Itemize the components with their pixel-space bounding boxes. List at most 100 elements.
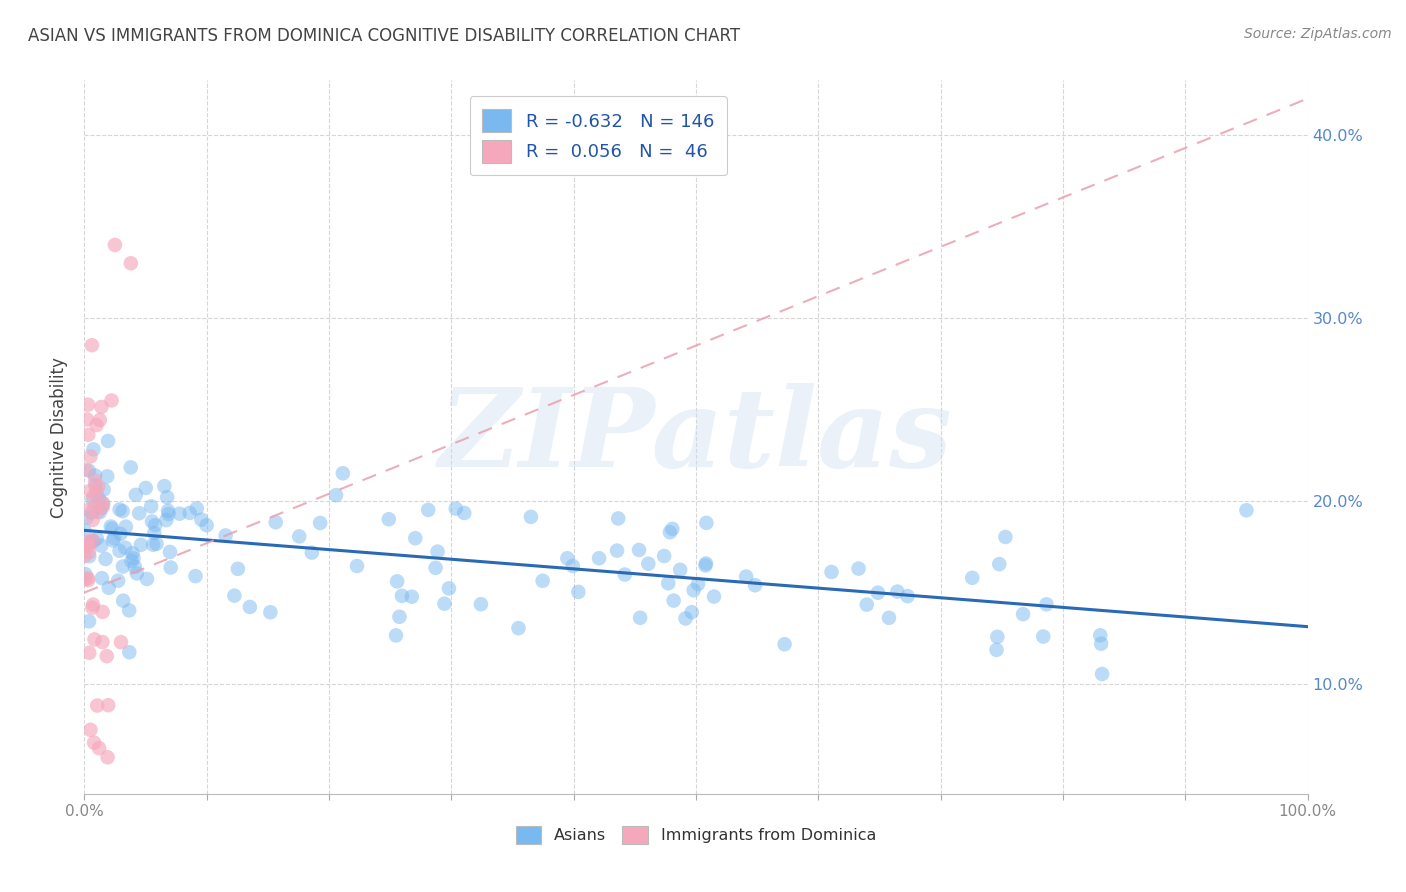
Point	[426, 544, 449, 558]
Point	[606, 543, 628, 558]
Point	[404, 531, 426, 545]
Point	[388, 609, 411, 624]
Point	[97, 750, 120, 764]
Point	[994, 530, 1017, 544]
Point	[686, 577, 709, 591]
Point	[76, 537, 98, 551]
Point	[87, 741, 110, 756]
Point	[77, 398, 100, 412]
Point	[259, 605, 281, 619]
Point	[877, 611, 900, 625]
Point	[82, 534, 104, 549]
Point	[301, 546, 323, 560]
Point	[129, 538, 152, 552]
Point	[91, 496, 114, 510]
Point	[385, 574, 408, 589]
Point	[744, 578, 766, 592]
Y-axis label: Cognitive Disability: Cognitive Disability	[49, 357, 67, 517]
Point	[91, 605, 114, 619]
Point	[142, 538, 165, 552]
Point	[437, 582, 460, 596]
Point	[101, 522, 124, 536]
Point	[90, 571, 112, 585]
Point	[86, 483, 108, 498]
Point	[425, 561, 447, 575]
Point	[1032, 630, 1054, 644]
Point	[628, 611, 651, 625]
Point	[97, 434, 120, 448]
Point	[120, 256, 142, 270]
Point	[91, 500, 114, 514]
Point	[855, 598, 877, 612]
Point	[121, 546, 143, 560]
Point	[96, 469, 118, 483]
Point	[77, 549, 100, 564]
Point	[82, 598, 104, 612]
Point	[141, 500, 163, 514]
Point	[110, 526, 132, 541]
Point	[224, 589, 246, 603]
Point	[87, 479, 110, 493]
Text: ASIAN VS IMMIGRANTS FROM DOMINICA COGNITIVE DISABILITY CORRELATION CHART: ASIAN VS IMMIGRANTS FROM DOMINICA COGNIT…	[28, 27, 740, 45]
Point	[128, 506, 150, 520]
Point	[155, 513, 177, 527]
Point	[77, 539, 100, 553]
Point	[136, 572, 159, 586]
Point	[75, 572, 97, 586]
Point	[675, 611, 697, 625]
Point	[79, 483, 101, 498]
Point	[695, 516, 717, 530]
Point	[80, 338, 103, 352]
Point	[613, 567, 636, 582]
Point	[135, 481, 157, 495]
Point	[391, 589, 413, 603]
Point	[114, 541, 136, 555]
Point	[385, 628, 408, 642]
Point	[695, 558, 717, 573]
Point	[661, 522, 683, 536]
Point	[169, 507, 191, 521]
Point	[735, 569, 758, 583]
Point	[120, 460, 142, 475]
Point	[886, 584, 908, 599]
Point	[82, 489, 104, 503]
Point	[111, 504, 134, 518]
Point	[77, 534, 100, 549]
Point	[115, 519, 138, 533]
Point	[561, 559, 583, 574]
Point	[332, 467, 354, 481]
Point	[77, 646, 100, 660]
Point	[86, 532, 108, 546]
Point	[444, 501, 467, 516]
Point	[73, 549, 96, 563]
Point	[96, 649, 118, 664]
Point	[960, 571, 983, 585]
Point	[90, 539, 112, 553]
Point	[628, 543, 651, 558]
Point	[120, 554, 142, 568]
Point	[848, 561, 870, 575]
Point	[90, 500, 112, 515]
Point	[669, 563, 692, 577]
Point	[567, 585, 589, 599]
Point	[118, 603, 141, 617]
Point	[325, 488, 347, 502]
Point	[77, 427, 100, 442]
Point	[122, 551, 145, 566]
Point	[75, 463, 97, 477]
Point	[773, 637, 796, 651]
Point	[658, 525, 681, 540]
Text: ZIPatlas: ZIPatlas	[439, 384, 953, 491]
Point	[1090, 637, 1112, 651]
Point	[83, 736, 105, 750]
Point	[470, 597, 492, 611]
Point	[77, 502, 100, 516]
Point	[77, 573, 100, 587]
Point	[866, 585, 889, 599]
Point	[76, 571, 98, 585]
Point	[239, 599, 262, 614]
Point	[91, 496, 114, 510]
Point	[104, 238, 127, 252]
Point	[433, 597, 456, 611]
Point	[82, 600, 104, 615]
